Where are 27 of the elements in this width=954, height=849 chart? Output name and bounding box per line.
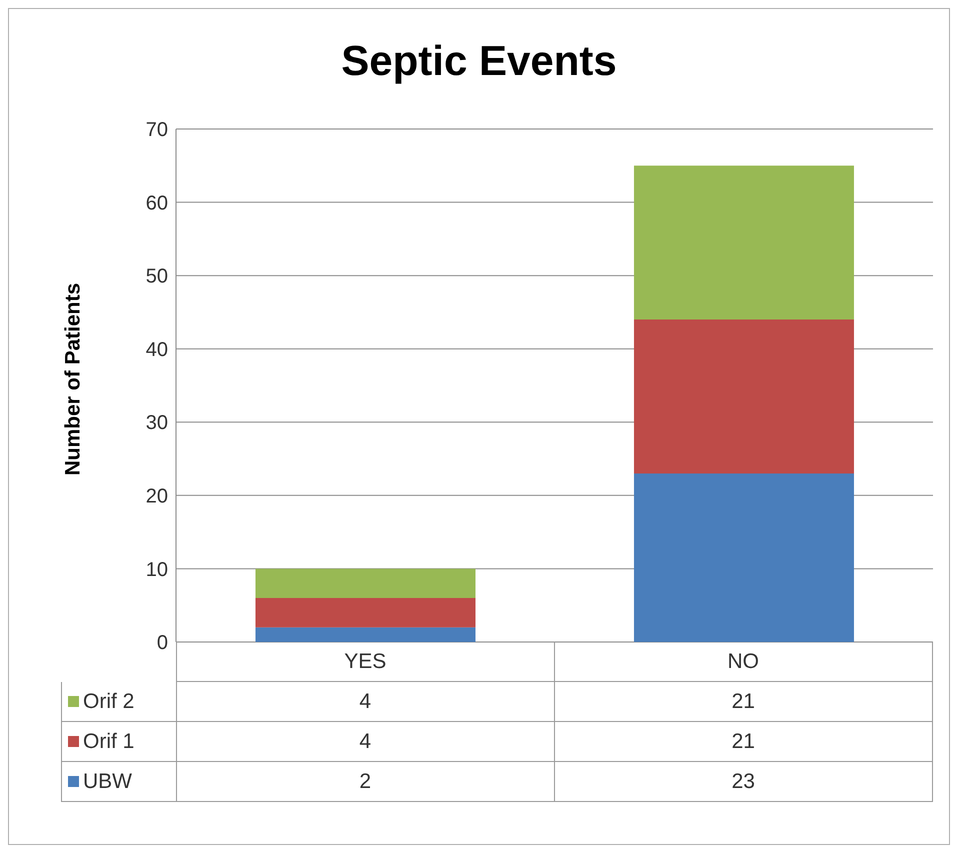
bar xyxy=(255,568,476,598)
data-label: 2 xyxy=(176,762,554,802)
y-axis-title: Number of Patients xyxy=(61,282,84,476)
y-tick-label: 30 xyxy=(146,412,168,434)
data-label: 21 xyxy=(554,722,933,762)
chart-title: Septic Events xyxy=(340,37,618,85)
bar xyxy=(634,473,854,642)
y-tick-label: 20 xyxy=(146,486,168,508)
legend-label: Orif 2 xyxy=(83,690,134,714)
y-tick-label: 40 xyxy=(146,338,168,361)
data-label: 4 xyxy=(176,722,554,762)
legend-label: UBW xyxy=(83,770,132,794)
y-tick-label: 0 xyxy=(156,632,168,654)
data-label: 23 xyxy=(554,762,933,802)
data-label: 4 xyxy=(176,682,554,722)
y-tick-label: 70 xyxy=(146,119,168,142)
x-tick-label: YES xyxy=(176,642,554,682)
bar xyxy=(255,598,476,628)
data-label: 21 xyxy=(554,682,933,722)
y-tick-label: 60 xyxy=(146,192,168,214)
bar xyxy=(634,166,854,320)
y-tick-label: 10 xyxy=(146,558,168,581)
legend-label: Orif 1 xyxy=(83,730,134,754)
x-tick-label: NO xyxy=(554,642,933,682)
y-tick-label: 50 xyxy=(146,266,168,288)
bar xyxy=(255,627,476,642)
bar xyxy=(634,320,854,474)
